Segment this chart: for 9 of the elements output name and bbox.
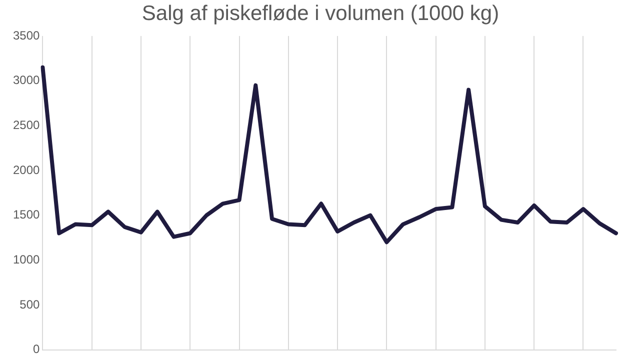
- y-tick-label: 1000: [12, 252, 40, 266]
- y-tick-label: 3500: [12, 28, 40, 42]
- chart-title: Salg af piskefløde i volumen (1000 kg): [140, 2, 500, 26]
- y-tick-label: 500: [20, 297, 40, 312]
- y-tick-label: 2000: [12, 162, 40, 177]
- y-tick-label: 3000: [12, 73, 40, 88]
- y-tick-label: 1500: [12, 208, 40, 222]
- y-tick-label: 0: [33, 342, 40, 356]
- y-tick-label: 2500: [12, 118, 40, 132]
